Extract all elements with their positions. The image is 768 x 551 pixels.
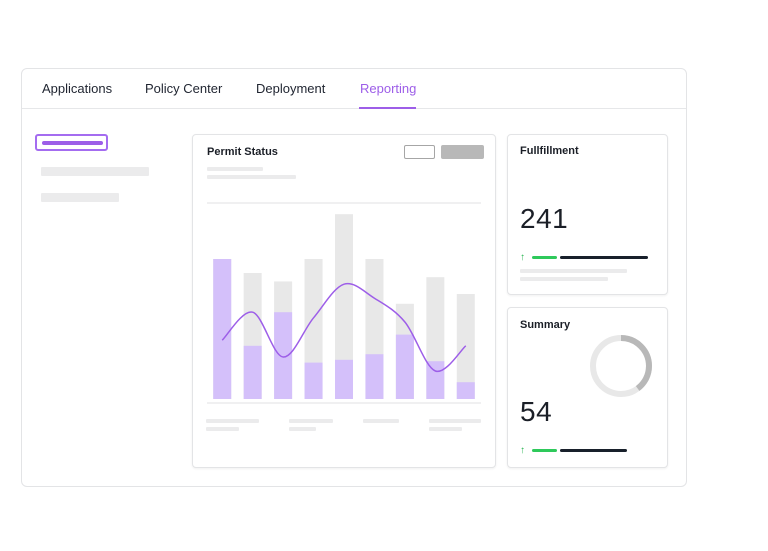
trend-bar-total <box>560 256 648 259</box>
bar-value <box>304 362 323 399</box>
detail-placeholder <box>520 277 608 281</box>
bar-value <box>213 259 232 399</box>
axis-label-placeholder <box>429 419 481 423</box>
fulfillment-card: Fullfillment 241 ↑ <box>507 134 668 295</box>
tab-bar: Applications Policy Center Deployment Re… <box>22 69 686 109</box>
bar-value <box>274 312 293 399</box>
trend-bar-positive <box>532 256 557 259</box>
app-window: Applications Policy Center Deployment Re… <box>21 68 687 487</box>
trend-bar-total <box>560 449 627 452</box>
card-title: Summary <box>520 319 571 331</box>
summary-card: Summary 54 ↑ <box>507 307 668 468</box>
sidebar-item-placeholder <box>42 141 103 145</box>
primary-button[interactable] <box>441 145 484 159</box>
detail-placeholder <box>520 269 627 273</box>
tab-applications[interactable]: Applications <box>42 81 113 96</box>
card-title: Permit Status <box>207 146 278 158</box>
sidebar-item-active[interactable] <box>35 134 108 151</box>
bar-background <box>335 214 353 399</box>
sidebar-item-placeholder[interactable] <box>41 167 149 176</box>
tab-policy-center[interactable]: Policy Center <box>145 81 223 96</box>
fulfillment-value: 241 <box>520 203 569 234</box>
axis-label-placeholder <box>289 427 316 431</box>
axis-label-placeholder <box>429 427 462 431</box>
subtitle-placeholder <box>207 167 263 171</box>
bar-value <box>426 361 445 399</box>
arrow-up-icon: ↑ <box>520 445 525 456</box>
bar-value <box>395 334 414 399</box>
tab-deployment[interactable]: Deployment <box>256 81 326 96</box>
bar-value <box>456 382 475 399</box>
bar-value <box>335 359 353 399</box>
donut-ring-icon <box>590 335 652 397</box>
card-title: Fullfillment <box>520 145 579 157</box>
trend-bar-positive <box>532 449 557 452</box>
axis-label-placeholder <box>206 427 239 431</box>
axis-label-placeholder <box>363 419 399 423</box>
secondary-button[interactable] <box>404 145 435 159</box>
tab-reporting[interactable]: Reporting <box>360 81 417 96</box>
axis-label-placeholder <box>206 419 259 423</box>
arrow-up-icon: ↑ <box>520 252 525 263</box>
permit-status-card: Permit Status <box>192 134 496 468</box>
permit-status-chart <box>207 202 481 404</box>
summary-value: 54 <box>520 396 553 427</box>
bar-value <box>243 345 262 399</box>
active-tab-indicator <box>359 107 416 109</box>
trend-line <box>221 282 467 372</box>
sidebar-item-placeholder[interactable] <box>41 193 119 202</box>
axis-label-placeholder <box>289 419 333 423</box>
bar-value <box>365 354 384 399</box>
subtitle-placeholder <box>207 175 296 179</box>
